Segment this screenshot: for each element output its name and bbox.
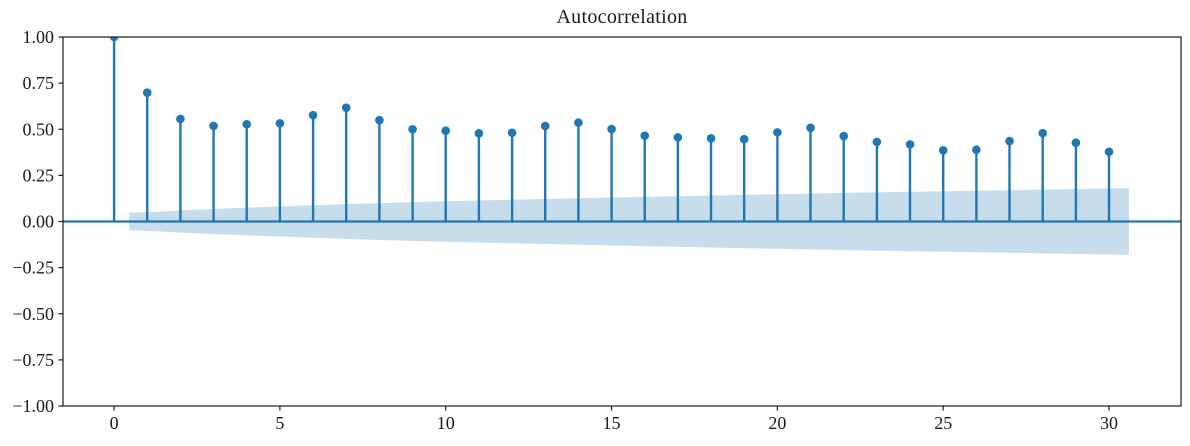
y-tick-label: 1.00 (23, 27, 55, 47)
acf-point (673, 133, 683, 142)
y-tick-label: −1.00 (12, 396, 54, 416)
acf-point (706, 133, 716, 143)
acf-point (1104, 147, 1114, 157)
acf-point (640, 131, 650, 141)
acf-point (806, 123, 815, 133)
y-tick-label: −0.50 (12, 304, 54, 324)
acf-point (540, 121, 550, 131)
x-tick-label: 0 (110, 413, 119, 433)
acf-point (1005, 136, 1014, 146)
x-tick-label: 30 (1100, 413, 1118, 433)
x-tick-label: 5 (275, 413, 284, 433)
acf-point (341, 103, 351, 112)
acf-point (142, 88, 152, 98)
acf-point (1071, 138, 1081, 148)
y-tick-label: 0.75 (23, 73, 55, 93)
acf-point (1038, 128, 1048, 138)
acf-point (607, 124, 616, 134)
y-tick-label: −0.25 (12, 258, 54, 278)
acf-point (242, 119, 252, 129)
acf-point (872, 137, 882, 147)
y-tick-label: 0.00 (23, 212, 55, 232)
acf-point (574, 118, 583, 127)
acf-point (209, 121, 218, 131)
acf-point (109, 37, 119, 42)
acf-point (275, 119, 285, 128)
acf-point (441, 126, 451, 136)
acf-point (905, 140, 915, 149)
acf-point (938, 145, 948, 155)
acf-point (972, 145, 981, 155)
acf-point (507, 128, 517, 138)
chart-title: Autocorrelation (556, 6, 688, 28)
acf-markers (109, 37, 1114, 157)
acf-point (739, 134, 749, 144)
acf-point (773, 128, 782, 137)
y-tick-label: 0.25 (23, 165, 55, 185)
acf-point (408, 124, 417, 134)
acf-point (474, 129, 484, 138)
x-tick-label: 20 (768, 413, 786, 433)
x-tick-label: 25 (934, 413, 952, 433)
acf-point (176, 114, 185, 124)
acf-point (375, 115, 384, 125)
x-tick-label: 15 (603, 413, 621, 433)
y-tick-label: −0.75 (12, 350, 54, 370)
x-tick-label: 10 (437, 413, 455, 433)
acf-point (839, 131, 849, 141)
acf-point (308, 110, 318, 120)
acf-stems (112, 37, 1111, 222)
y-tick-label: 0.50 (23, 119, 55, 139)
